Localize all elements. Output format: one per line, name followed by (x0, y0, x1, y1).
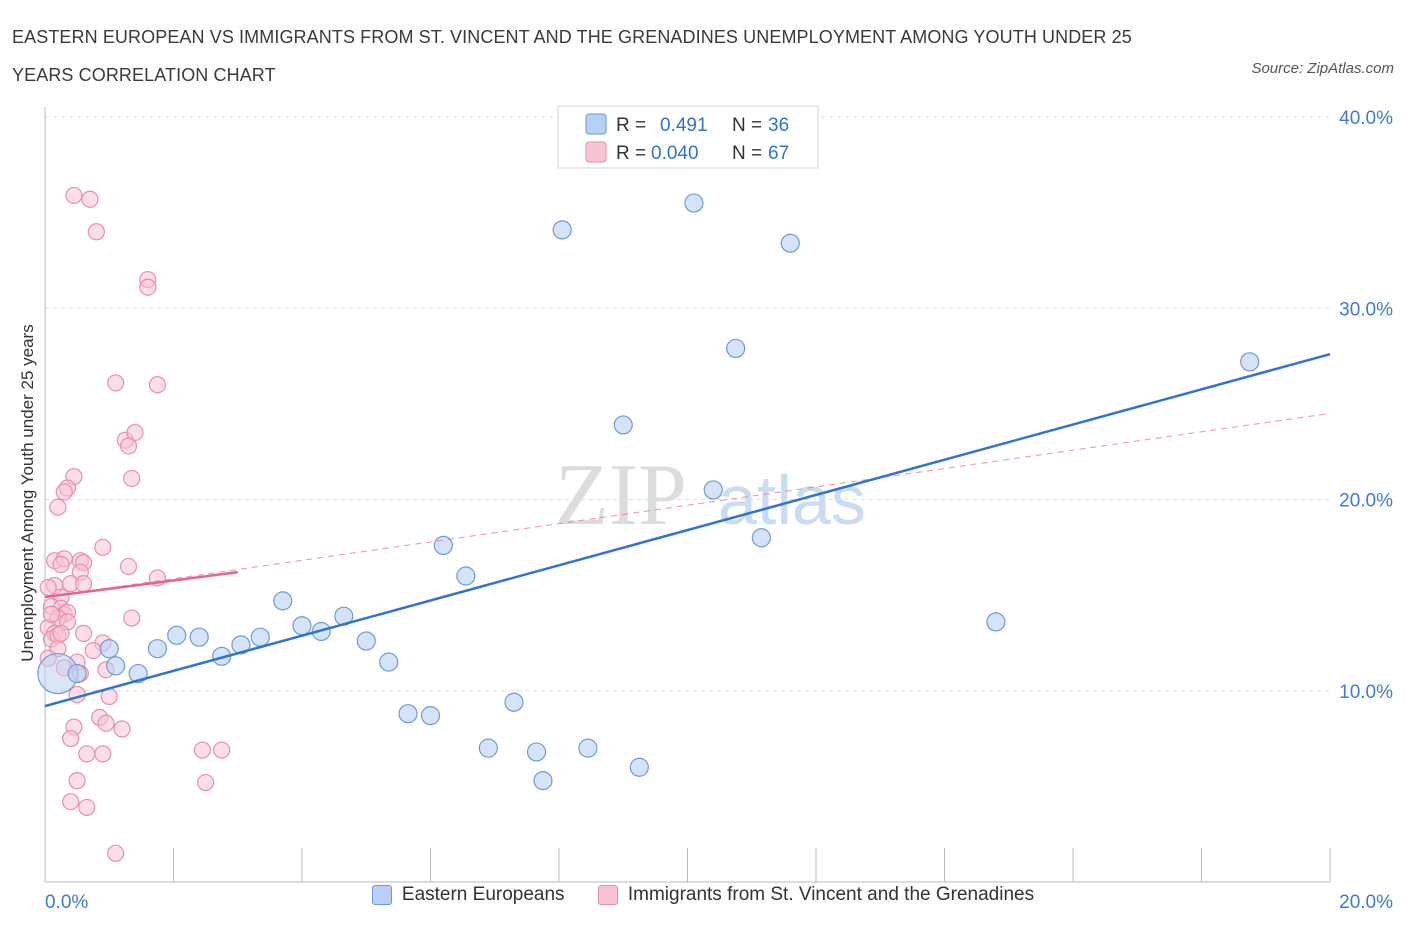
y-tick-label: 20.0% (1339, 491, 1393, 512)
blue-point (751, 528, 771, 548)
x-tick-label-max: 20.0% (1339, 892, 1393, 913)
pink-point (74, 575, 93, 593)
pink-point (139, 278, 157, 296)
pink-point (55, 483, 73, 501)
blue-point (986, 612, 1006, 632)
y-tick-label: 10.0% (1339, 682, 1393, 703)
pink-point (107, 844, 125, 862)
blue-trend-line (44, 352, 1331, 708)
blue-point (147, 639, 168, 659)
data-points (37, 186, 1260, 862)
blue-point (231, 635, 251, 655)
blue-point (578, 738, 598, 758)
blue-point (379, 652, 399, 672)
stats-pink-r-label: R = (616, 143, 646, 164)
pink-trend-line (44, 570, 238, 599)
blue-point (780, 233, 800, 253)
x-tick-label-min: 0.0% (45, 892, 88, 913)
blue-point (250, 627, 270, 647)
blue-point (552, 220, 572, 240)
stats-pink-n-label: N = (732, 143, 762, 164)
blue-point (526, 742, 547, 762)
blue-point (167, 625, 187, 645)
pink-point (52, 624, 70, 642)
pink-point (107, 374, 125, 392)
y-axis-label: Unemployment Among Youth under 25 years (18, 324, 37, 661)
stats-blue-r-label: R = (616, 115, 646, 136)
pink-point (123, 609, 141, 627)
pink-point (65, 186, 83, 205)
stats-pink-n-value: 67 (768, 143, 789, 164)
pink-point (87, 223, 106, 241)
blue-point (67, 663, 87, 684)
blue-point (273, 591, 293, 611)
pink-point (84, 641, 102, 660)
pink-point (42, 605, 61, 623)
blue-point (478, 738, 498, 758)
pink-point (78, 798, 96, 817)
pink-point (49, 498, 67, 516)
stats-box: R = 0.491 N = 36 R = 0.040 N = 67 (557, 105, 819, 169)
pink-point (123, 469, 141, 488)
blue-point (1240, 352, 1260, 372)
axes: 0.0% 20.0% (44, 107, 1393, 913)
stats-blue-n-label: N = (732, 115, 762, 136)
stats-blue-r-value: 0.491 (660, 115, 708, 136)
pink-point (94, 538, 112, 556)
blue-point (684, 193, 704, 213)
blue-point (504, 692, 524, 712)
trend-lines (44, 352, 1331, 708)
blue-point (106, 656, 126, 676)
chart-title: EASTERN EUROPEAN VS IMMIGRANTS FROM ST. … (12, 27, 1132, 85)
blue-point (356, 631, 376, 651)
y-tick-label: 30.0% (1339, 299, 1393, 320)
blue-point (99, 639, 119, 659)
legend-label-blue: Eastern Europeans (401, 884, 565, 905)
stats-pink-swatch (585, 141, 607, 163)
blue-point (533, 771, 553, 791)
stats-pink-r-value: 0.040 (651, 143, 699, 164)
pink-point (68, 772, 86, 790)
blue-point (726, 338, 746, 359)
watermark-zip: ZIP (555, 447, 687, 544)
gridlines: 10.0% 20.0% 30.0% 40.0% (45, 108, 1393, 703)
blue-point (189, 627, 209, 647)
pink-point (97, 714, 115, 732)
pink-point (193, 741, 212, 759)
legend-label-pink: Immigrants from St. Vincent and the Gren… (627, 884, 1035, 905)
stats-blue-swatch (585, 113, 607, 135)
pink-point (148, 376, 167, 394)
blue-point (398, 704, 418, 724)
pink-point (119, 437, 138, 455)
legend-swatch-pink (597, 885, 618, 905)
pink-point (213, 741, 231, 759)
blue-point (292, 616, 312, 636)
pink-point (62, 729, 80, 748)
chart-legend: Eastern Europeans Immigrants from St. Vi… (0, 884, 1406, 911)
stats-blue-n-value: 36 (768, 115, 789, 136)
source-label: Source: ZipAtlas.com (1251, 60, 1394, 77)
pink-trend-dashed (44, 412, 1331, 598)
pink-point (197, 773, 215, 792)
blue-point (420, 706, 441, 726)
legend-swatch-blue (371, 885, 392, 905)
pink-point (78, 745, 96, 763)
blue-point (703, 480, 723, 500)
pink-point (52, 555, 70, 574)
legend-item-eastern-europeans: Eastern Europeans (371, 884, 565, 906)
legend-item-st-vincent: Immigrants from St. Vincent and the Gren… (597, 884, 1035, 906)
blue-point (456, 566, 476, 586)
pink-point (113, 720, 131, 738)
y-tick-label: 40.0% (1339, 108, 1393, 129)
blue-point (629, 757, 649, 777)
pink-point (119, 557, 138, 576)
pink-point (94, 745, 112, 763)
blue-point (613, 415, 633, 435)
pink-point (74, 624, 93, 642)
pink-point (81, 190, 99, 208)
pink-point (62, 793, 80, 811)
